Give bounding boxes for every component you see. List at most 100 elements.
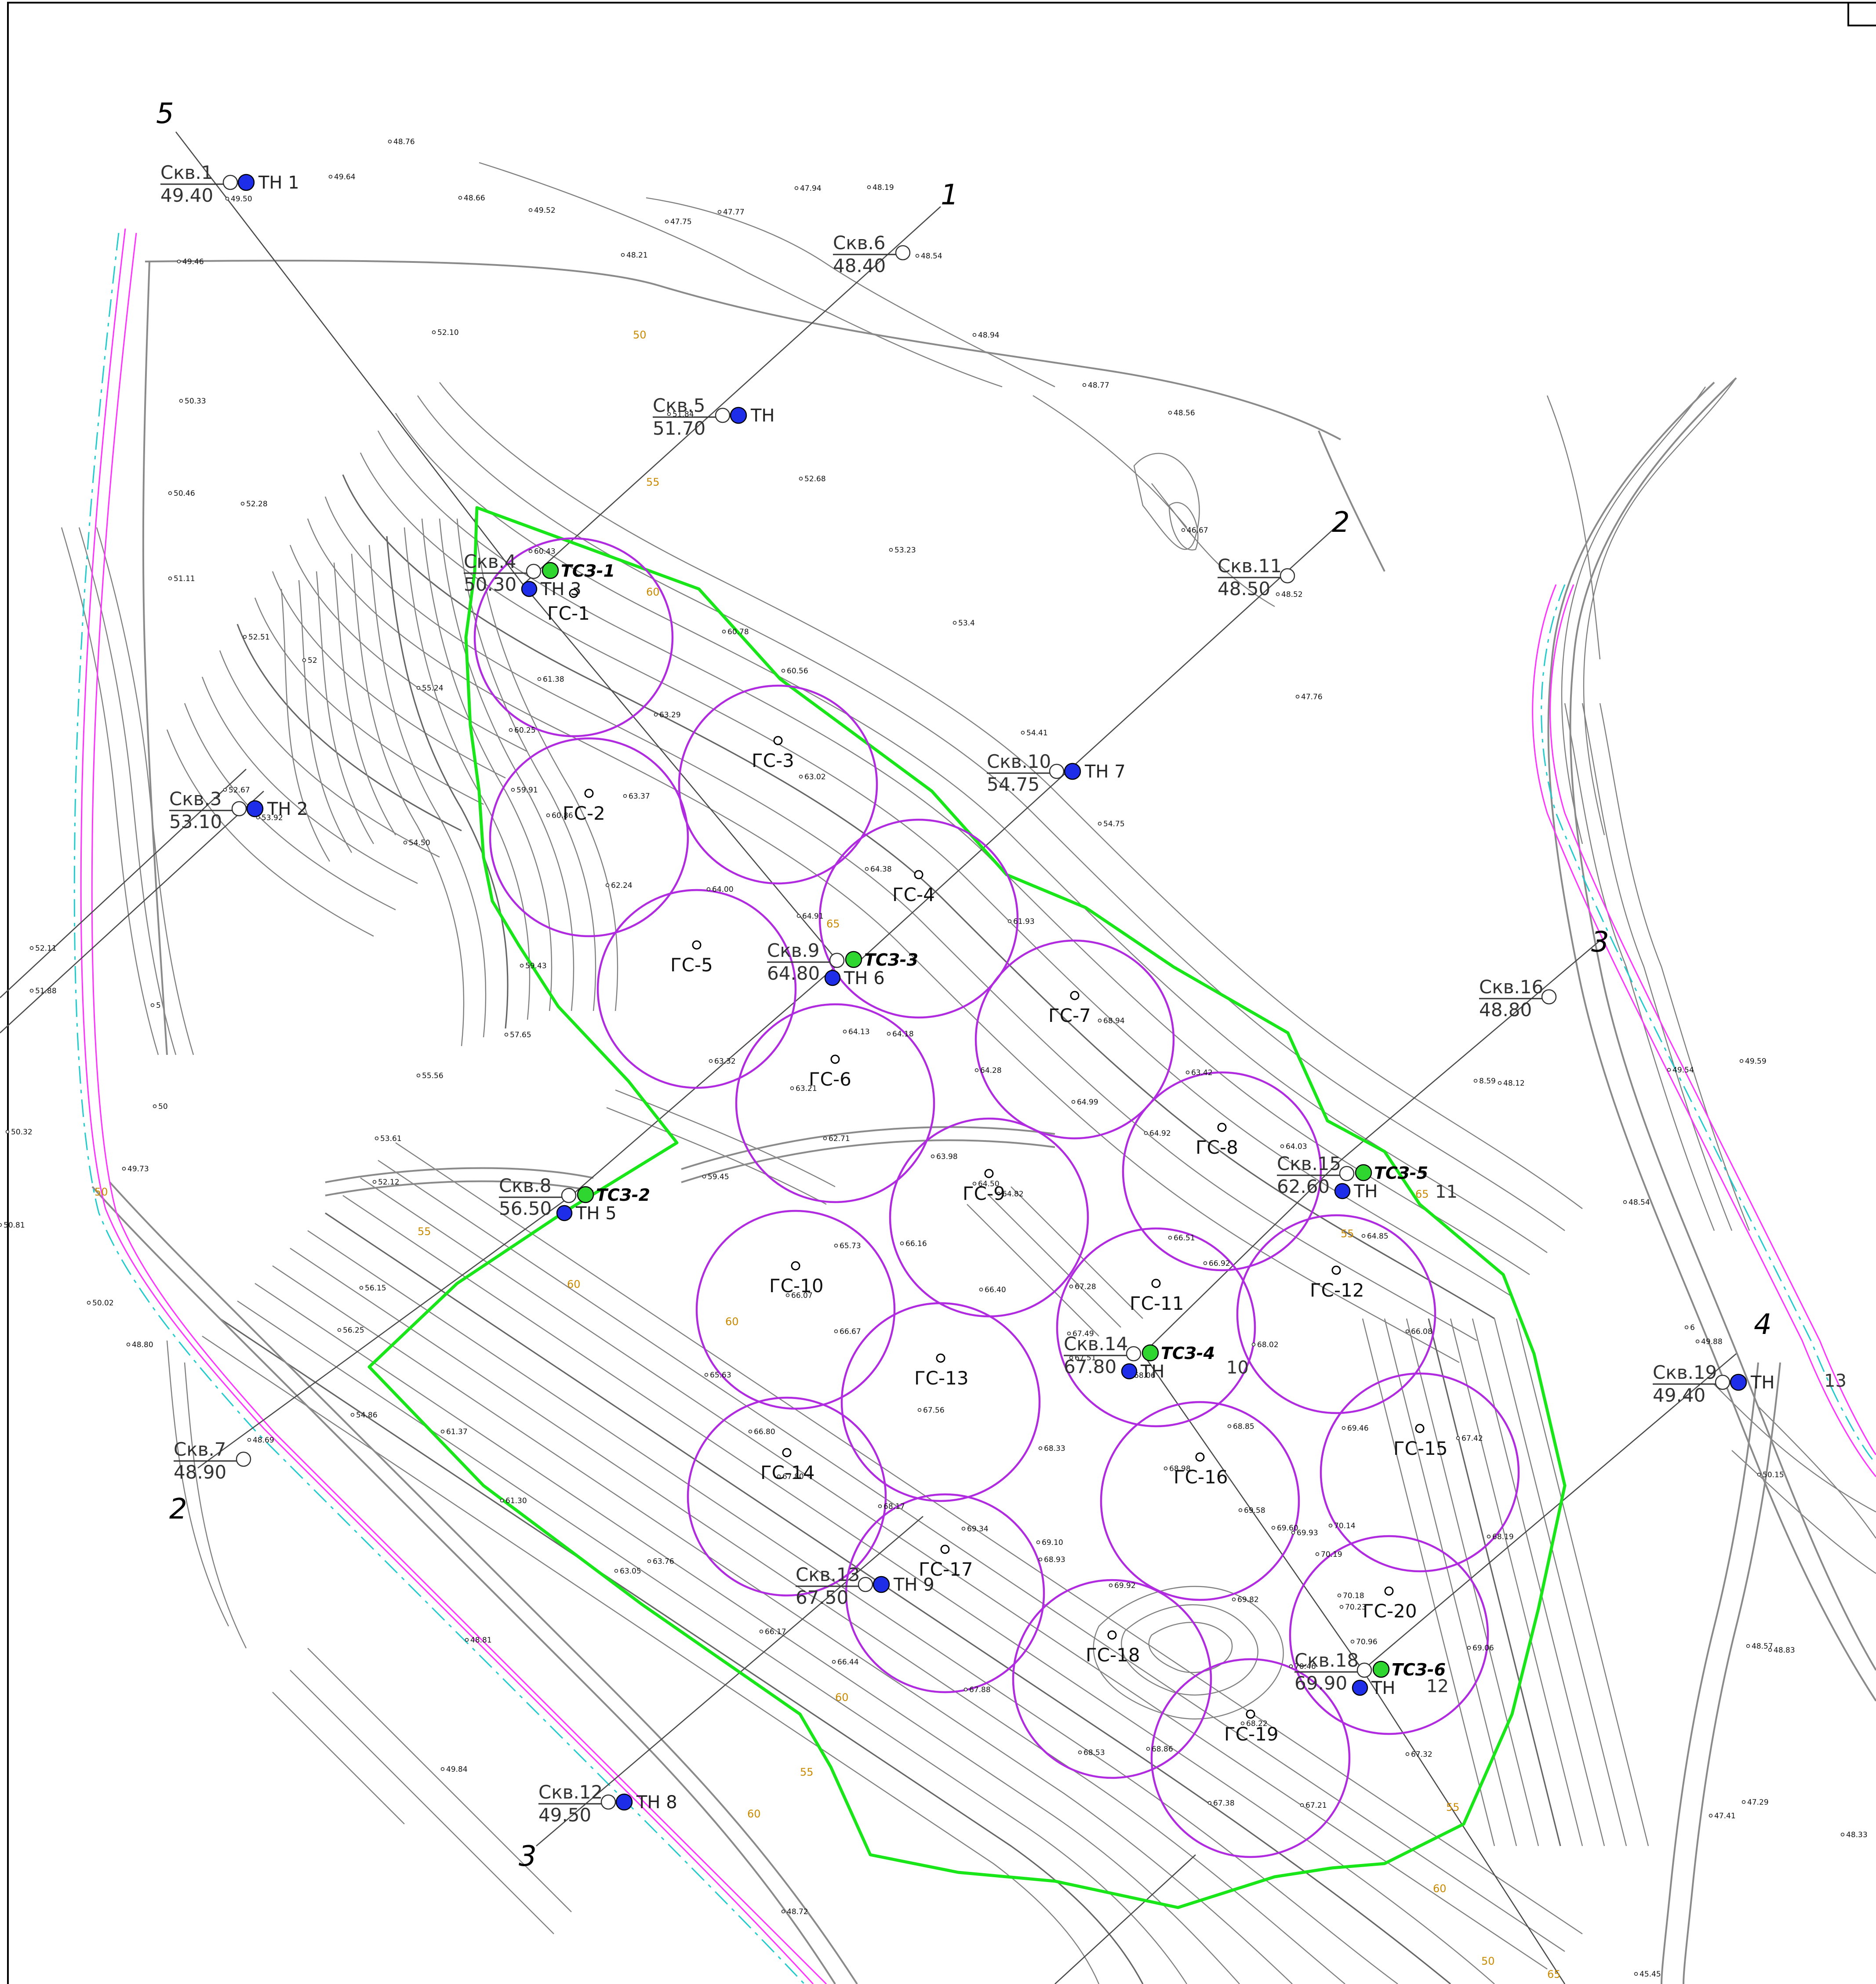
spot-height-marker	[537, 677, 542, 681]
spot-height-marker	[1203, 1261, 1207, 1265]
spot-height-marker	[1098, 1018, 1102, 1023]
spot-height: 50.81	[4, 1221, 25, 1230]
spot-height: 70.19	[1321, 1550, 1342, 1559]
spot-height-marker	[1276, 592, 1280, 596]
contour-label: 65	[1547, 1968, 1561, 1980]
spot-height: 50.15	[1763, 1471, 1784, 1479]
spot-height-marker	[328, 174, 333, 179]
spot-height-marker	[961, 1526, 966, 1531]
gs-point-marker	[584, 789, 594, 798]
spot-height: 47.41	[1714, 1812, 1736, 1820]
spot-height-marker	[1768, 1648, 1772, 1652]
spot-height: 70.18	[1343, 1592, 1364, 1600]
gs-circles	[473, 537, 1520, 1858]
th-marker	[1121, 1363, 1138, 1380]
spot-height-marker	[1456, 1436, 1460, 1440]
spot-height-marker	[465, 1638, 469, 1642]
spot-height: 64.82	[1002, 1190, 1024, 1199]
spot-height: 64.18	[892, 1030, 914, 1039]
spot-height: 61.37	[446, 1428, 468, 1436]
spot-height: 48.54	[1629, 1198, 1650, 1207]
spot-height-marker	[1207, 1801, 1212, 1805]
spot-height-marker	[0, 1223, 2, 1227]
gs-point-marker	[773, 736, 783, 745]
section-label: 5	[156, 98, 174, 130]
spot-height-marker	[302, 658, 306, 662]
spot-height-marker	[917, 1408, 922, 1412]
spot-height-marker	[122, 1166, 126, 1171]
contour-label: 60	[747, 1808, 761, 1820]
spot-height-marker	[605, 883, 610, 887]
spot-height: 46.67	[1187, 526, 1208, 535]
spot-height-marker	[440, 1429, 445, 1434]
spot-height: 69.10	[1042, 1538, 1063, 1547]
drainage-ditches	[73, 228, 1876, 1984]
th-marker	[730, 407, 747, 424]
spot-height: 68.02	[1257, 1341, 1279, 1349]
spot-height: 63.21	[796, 1084, 817, 1093]
borehole-label: Скв.4	[464, 551, 516, 572]
spot-height: 64.85	[1367, 1232, 1389, 1241]
spot-height: 49.59	[1745, 1057, 1767, 1066]
spot-height: 52.68	[804, 475, 826, 483]
borehole-w6: Скв.648.40	[833, 232, 911, 276]
spot-height: 63.32	[714, 1057, 736, 1066]
spot-height: 68.93	[1044, 1555, 1065, 1564]
section-label: 2	[169, 1493, 187, 1526]
spot-height-marker	[1168, 411, 1172, 415]
gs-point-marker	[1070, 991, 1080, 1000]
spot-height-marker	[1746, 1644, 1750, 1648]
spot-height-marker	[889, 548, 893, 552]
spot-height-marker	[1071, 1100, 1076, 1104]
spot-height-marker	[614, 1569, 618, 1573]
spot-height: 53.4	[958, 619, 975, 628]
borehole-elevation: 67.50	[796, 1587, 848, 1608]
spot-height: 68.94	[1103, 1017, 1125, 1025]
th-marker	[521, 581, 538, 597]
spot-height-marker	[832, 1660, 836, 1664]
contour-label: 60	[646, 586, 660, 598]
spot-height: 64.38	[870, 865, 892, 874]
borehole-elevation: 48.50	[1218, 578, 1270, 600]
spot-height-marker	[1709, 1813, 1713, 1818]
spot-height: 49.54	[1672, 1066, 1694, 1075]
spot-height: 63.76	[653, 1557, 674, 1566]
borehole-elevation: 49.40	[160, 185, 213, 206]
spot-height: 48.81	[470, 1636, 492, 1645]
th-label: ТН	[1353, 1181, 1378, 1202]
spot-height: 68.06	[1134, 1371, 1156, 1380]
spot-height: 54.41	[1026, 729, 1048, 738]
spot-height: 48.66	[464, 194, 485, 203]
borehole-label: Скв.13	[796, 1564, 860, 1585]
spot-height: 67.49	[1073, 1330, 1094, 1338]
gs-point-label: ГС-1	[547, 603, 590, 624]
spot-height: 64.03	[1286, 1142, 1307, 1151]
th-label: ТН	[1750, 1373, 1775, 1393]
borehole-ring	[1541, 989, 1557, 1005]
spot-height-marker	[504, 1032, 509, 1037]
borehole-label: Скв.3	[169, 788, 222, 810]
th-label: ТН 9	[893, 1575, 934, 1595]
borehole-label: Скв.19	[1653, 1362, 1717, 1383]
spot-height: 61.38	[543, 675, 564, 684]
borehole-ring	[561, 1188, 577, 1203]
spot-height-marker	[1467, 1646, 1471, 1650]
zone-label: 12	[1426, 1676, 1449, 1697]
spot-height: 47.94	[800, 184, 822, 193]
th-marker	[1352, 1679, 1368, 1696]
spot-height-marker	[440, 1767, 445, 1771]
borehole-label: Скв.9	[767, 940, 820, 961]
spot-height-marker	[706, 887, 711, 891]
th-marker	[237, 174, 255, 191]
spot-height: 54.50	[409, 839, 430, 847]
spot-height: 69.58	[1244, 1506, 1265, 1515]
spot-height: 64.99	[1077, 1098, 1098, 1107]
spot-height-marker	[1840, 1832, 1845, 1837]
spot-height-marker	[1342, 1426, 1346, 1430]
spot-height-marker	[240, 501, 245, 506]
spot-height: 68.53	[1083, 1748, 1105, 1757]
